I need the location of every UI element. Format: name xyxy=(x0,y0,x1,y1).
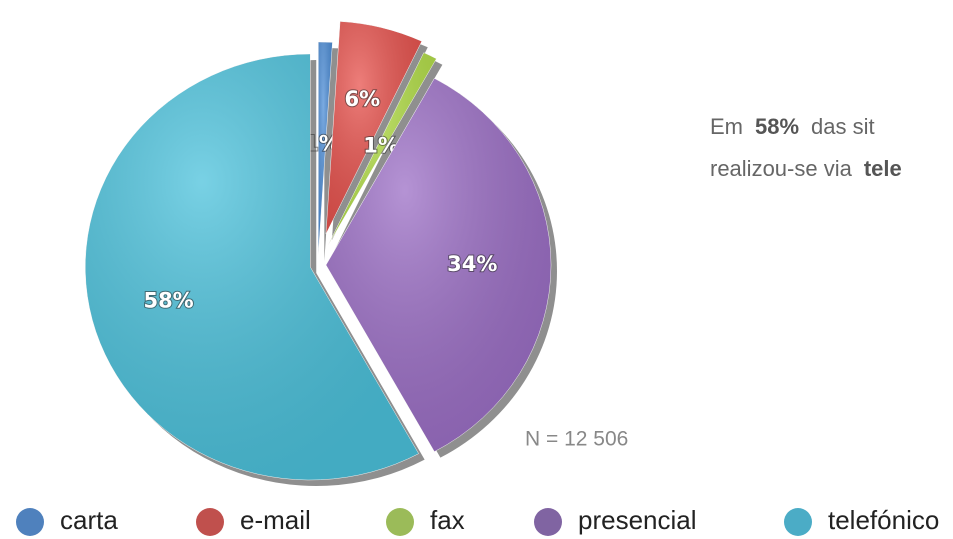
note: Em 58% das sit realizou-se via tele xyxy=(710,114,902,181)
pie: 1%6%1%34%58% xyxy=(85,21,557,486)
note-text: realizou-se via xyxy=(710,156,853,181)
legend-swatch xyxy=(784,508,812,536)
slice-shine xyxy=(325,21,422,235)
note-text: das sit xyxy=(811,114,875,139)
slice-shine xyxy=(318,42,333,256)
slice-shine xyxy=(327,52,437,246)
note-line: realizou-se via tele xyxy=(710,156,902,181)
legend-label: carta xyxy=(60,505,118,535)
note-text: Em xyxy=(710,114,743,139)
data-label: 58% xyxy=(143,288,193,312)
data-label: 6% xyxy=(345,87,381,111)
legend: carta e-mail fax presencial telefónico xyxy=(16,505,939,536)
slice-shadow xyxy=(333,58,443,252)
legend-label: fax xyxy=(430,505,465,535)
legend-label: e-mail xyxy=(240,505,311,535)
legend-swatch xyxy=(16,508,44,536)
slice-shine xyxy=(326,78,551,452)
legend-swatch xyxy=(386,508,414,536)
note-line: Em 58% das sit xyxy=(710,114,875,139)
data-label: 34% xyxy=(447,252,497,276)
slice-shine xyxy=(85,53,419,480)
legend-label: presencial xyxy=(578,505,697,535)
note-text: 58% xyxy=(755,114,799,139)
legend-label: telefónico xyxy=(828,505,939,535)
note-text: tele xyxy=(864,156,902,181)
legend-swatch xyxy=(534,508,562,536)
annotation: N = 12 506 xyxy=(525,428,628,451)
legend-swatch xyxy=(196,508,224,536)
